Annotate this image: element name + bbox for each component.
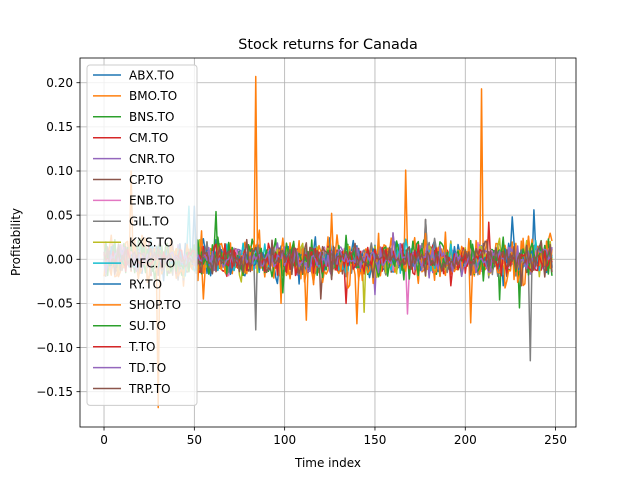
legend-label: CNR.TO: [129, 152, 175, 166]
x-tick-label: 0: [100, 433, 108, 447]
legend-label: TD.TO: [128, 361, 166, 375]
x-tick-label: 250: [544, 433, 567, 447]
legend-box: [86, 64, 198, 406]
legend-label: ABX.TO: [129, 68, 174, 82]
y-tick-label: −0.10: [36, 341, 73, 355]
legend-label: BMO.TO: [129, 89, 177, 103]
legend-label: BNS.TO: [129, 110, 174, 124]
x-axis: 0 50 100 150 200 250: [100, 427, 567, 447]
legend-label: MFC.TO: [129, 256, 175, 270]
x-tick-label: 150: [364, 433, 387, 447]
y-tick-label: 0.20: [46, 76, 73, 90]
x-tick-label: 200: [454, 433, 477, 447]
legend-label: T.TO: [128, 340, 156, 354]
y-tick-label: −0.15: [36, 385, 73, 399]
legend: ABX.TO BMO.TO BNS.TO CM.TO CNR.TO CP.TO ENB.TO…: [86, 64, 198, 406]
x-tick-label: 50: [187, 433, 202, 447]
y-axis: −0.15 −0.10 −0.05 0.00 0.05 0.10 0.15 0.20: [36, 76, 80, 399]
y-tick-label: 0.15: [46, 120, 73, 134]
legend-label: GIL.TO: [129, 215, 169, 229]
x-tick-label: 100: [273, 433, 296, 447]
x-axis-label: Time index: [294, 456, 361, 470]
axes-frame: [79, 57, 577, 428]
legend-label: KXS.TO: [129, 236, 173, 250]
chart-title: Stock returns for Canada: [238, 37, 418, 53]
legend-label: ENB.TO: [129, 194, 174, 208]
y-tick-label: 0.00: [46, 252, 73, 266]
legend-label: RY.TO: [129, 277, 162, 291]
legend-label: TRP.TO: [128, 382, 171, 396]
legend-label: CP.TO: [129, 173, 163, 187]
y-tick-label: 0.05: [46, 208, 73, 222]
y-tick-label: −0.05: [36, 297, 73, 311]
legend-label: SHOP.TO: [129, 298, 181, 312]
legend-label: SU.TO: [129, 319, 166, 333]
y-tick-label: 0.10: [46, 164, 73, 178]
legend-label: CM.TO: [129, 131, 168, 145]
y-axis-label: Profitability: [9, 208, 23, 276]
